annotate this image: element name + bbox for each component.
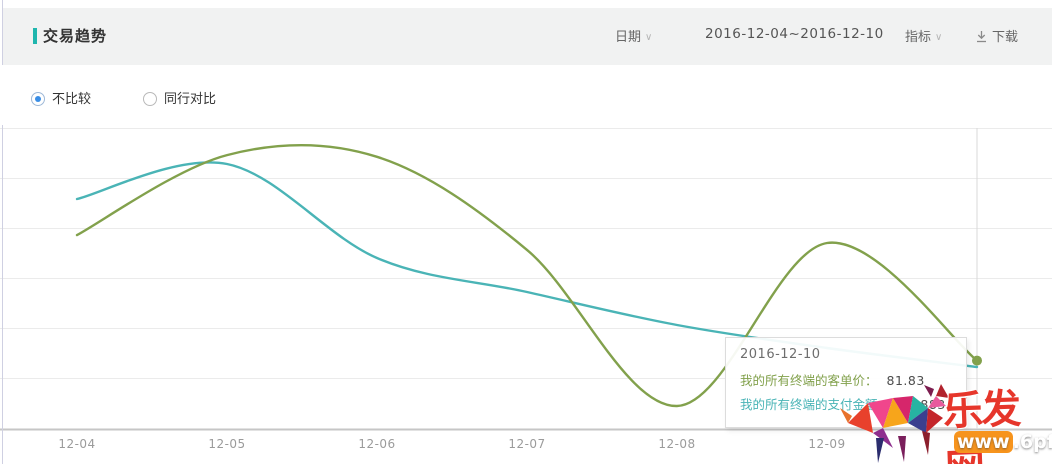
date-dropdown[interactable]: 日期 ∨ [615, 30, 653, 45]
compare-mode-row: 不比较 同行对比 [0, 65, 1052, 125]
chevron-down-icon: ∨ [645, 32, 653, 43]
tooltip-series-label: 我的所有终端的客单价： [740, 373, 878, 388]
radio-not-compare[interactable]: 不比较 [31, 88, 91, 107]
x-axis-label: 12-09 [808, 437, 846, 451]
tooltip-date: 2016-12-10 [740, 347, 821, 362]
x-axis-label: 12-05 [208, 437, 246, 451]
chevron-down-icon: ∨ [935, 32, 943, 43]
metric-dropdown[interactable]: 指标 ∨ [905, 30, 943, 45]
radio-unselected-icon [143, 92, 157, 106]
tooltip-row: 我的所有终端的支付金额： 10,883 [740, 393, 952, 417]
x-axis-label: 12-06 [358, 437, 396, 451]
chart-gridlines [0, 128, 1052, 431]
download-button[interactable]: 下载 [975, 26, 1018, 45]
x-axis-label: 12-04 [58, 437, 96, 451]
tooltip-series-value: 10,883 [899, 397, 946, 412]
tooltip-series-value: 81.83 [886, 373, 925, 388]
header-bar: 交易趋势 日期 ∨ 2016-12-04~2016-12-10 指标 ∨ 下载 [3, 8, 1052, 65]
x-axis-label: 12-08 [658, 437, 696, 451]
radio-selected-icon [31, 92, 45, 106]
tooltip-series-label: 我的所有终端的支付金额： [740, 397, 891, 412]
chart-tooltip: 2016-12-10 我的所有终端的客单价： 81.83 我的所有终端的支付金额：… [725, 337, 967, 428]
radio-peer-compare[interactable]: 同行对比 [143, 88, 216, 107]
title-accent-bar [33, 28, 37, 44]
x-axis-label: 12-10 [958, 437, 996, 451]
tooltip-row: 我的所有终端的客单价： 81.83 [740, 369, 952, 393]
x-axis-label: 12-07 [508, 437, 546, 451]
date-range-display[interactable]: 2016-12-04~2016-12-10 [705, 26, 884, 42]
panel-left-border [2, 0, 3, 464]
download-icon [977, 31, 986, 43]
page-title: 交易趋势 [43, 27, 108, 45]
